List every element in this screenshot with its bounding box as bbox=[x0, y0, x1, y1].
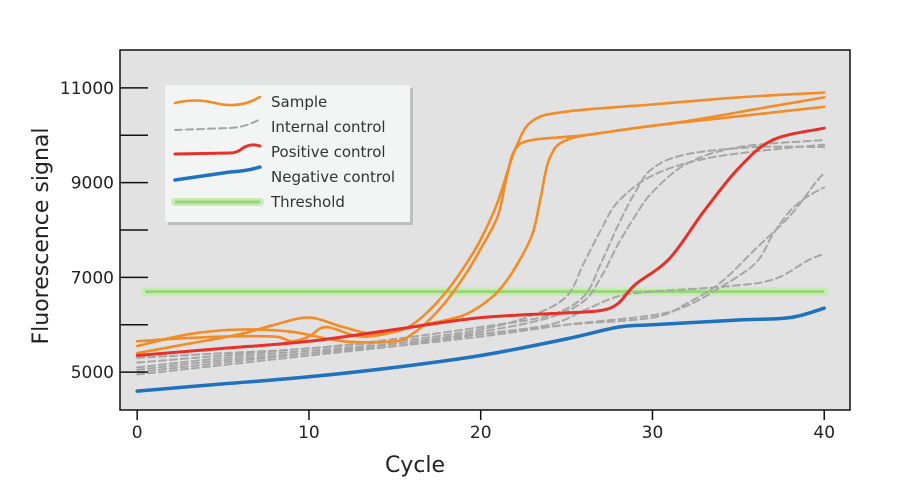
legend-label-positive-control: Positive control bbox=[271, 143, 386, 161]
series-internal-control-3 bbox=[136, 139, 826, 369]
x-tick-label-20: 20 bbox=[470, 423, 492, 443]
y-tick-label-11000: 11000 bbox=[60, 79, 114, 99]
y-tick-label-7000: 7000 bbox=[71, 268, 114, 288]
legend-label-negative-control: Negative control bbox=[271, 168, 395, 186]
legend-item-negative-control: Negative control bbox=[173, 165, 395, 186]
legend-item-positive-control: Positive control bbox=[173, 143, 386, 161]
legend-swatch-negative-control bbox=[173, 165, 262, 182]
legend: Sample Internal control Positive control Ne… bbox=[165, 85, 413, 225]
series-internal-control-2 bbox=[136, 143, 826, 364]
legend-swatch-internal-control bbox=[174, 118, 261, 131]
legend-item-sample: Sample bbox=[173, 93, 327, 111]
series-sample-3 bbox=[135, 91, 826, 343]
x-axis-title: Cycle bbox=[385, 453, 445, 478]
x-tick-label-40: 40 bbox=[813, 423, 835, 443]
series-negative-control bbox=[135, 306, 826, 393]
legend-label-sample: Sample bbox=[271, 93, 327, 111]
legend-item-internal-control: Internal control bbox=[174, 118, 386, 136]
x-tick-label-30: 30 bbox=[642, 423, 664, 443]
series-layer bbox=[135, 91, 826, 393]
y-axis-title: Fluorescence signal bbox=[29, 127, 54, 344]
series-internal-control-5 bbox=[136, 186, 826, 371]
legend-label-internal-control: Internal control bbox=[271, 118, 386, 136]
y-tick-label-9000: 9000 bbox=[71, 174, 114, 194]
series-sample-2 bbox=[135, 96, 826, 355]
axis-layer: 0 10 20 30 40 5000 7000 9000 11000 bbox=[60, 79, 835, 443]
x-tick-label-0: 0 bbox=[132, 423, 143, 443]
legend-label-threshold: Threshold bbox=[270, 193, 345, 211]
x-tick-label-10: 10 bbox=[298, 423, 320, 443]
series-internal-control-4 bbox=[136, 172, 826, 374]
series-internal-control-6 bbox=[136, 252, 826, 376]
y-tick-label-5000: 5000 bbox=[71, 363, 114, 383]
legend-item-threshold: Threshold bbox=[171, 193, 345, 211]
legend-swatch-positive-control bbox=[173, 143, 262, 156]
legend-swatch-sample bbox=[173, 95, 262, 107]
series-positive-control bbox=[135, 126, 826, 357]
